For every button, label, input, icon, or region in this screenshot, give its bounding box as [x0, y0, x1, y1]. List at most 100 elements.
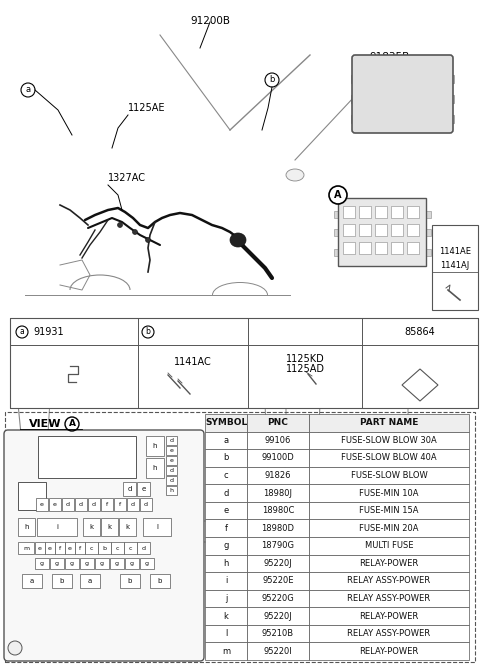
Text: g: g [70, 561, 74, 566]
Bar [120, 574, 140, 588]
Bar [309, 643, 469, 660]
Text: i: i [56, 524, 58, 530]
Text: j: j [225, 594, 227, 603]
Bar [432, 225, 478, 310]
Bar [309, 554, 469, 572]
Text: 1125KD: 1125KD [286, 354, 324, 364]
Bar [247, 467, 309, 484]
Text: g: g [85, 561, 89, 566]
Text: m: m [222, 647, 230, 656]
Text: 91826: 91826 [265, 471, 291, 480]
Bar [247, 572, 309, 590]
Bar [309, 414, 469, 432]
Text: b: b [158, 578, 162, 584]
Text: 91200B: 91200B [190, 16, 230, 26]
Text: c: c [129, 546, 132, 550]
Text: c: c [90, 546, 93, 550]
Bar [80, 558, 94, 569]
Text: 1125AE: 1125AE [128, 103, 166, 113]
Circle shape [8, 641, 22, 655]
Bar [247, 625, 309, 643]
Bar [49, 498, 61, 511]
Text: PNC: PNC [267, 418, 288, 428]
Text: FUSE-SLOW BLOW: FUSE-SLOW BLOW [350, 471, 427, 480]
Ellipse shape [230, 233, 246, 247]
Text: e: e [169, 458, 173, 463]
Text: RELAY-POWER: RELAY-POWER [360, 559, 419, 568]
Bar [18, 542, 34, 554]
Text: FUSE-MIN 20A: FUSE-MIN 20A [359, 524, 419, 533]
Bar [150, 574, 170, 588]
Bar [137, 482, 150, 496]
Bar [205, 608, 247, 625]
Bar [205, 590, 247, 608]
Text: d: d [144, 502, 148, 507]
Text: A: A [334, 190, 342, 200]
Text: 91931: 91931 [33, 327, 64, 337]
Bar [426, 229, 431, 236]
Text: 18980C: 18980C [262, 506, 294, 515]
Bar [111, 542, 124, 554]
Text: g: g [55, 561, 59, 566]
Bar [62, 498, 74, 511]
Circle shape [132, 230, 137, 234]
Text: 1141AE: 1141AE [439, 248, 471, 256]
Text: FUSE-MIN 15A: FUSE-MIN 15A [359, 506, 419, 515]
Circle shape [329, 186, 347, 204]
Text: 95220J: 95220J [264, 559, 292, 568]
Bar [166, 486, 177, 495]
Bar [55, 542, 65, 554]
Bar [247, 449, 309, 467]
Text: SYMBOL: SYMBOL [205, 418, 247, 428]
Text: RELAY ASSY-POWER: RELAY ASSY-POWER [348, 594, 431, 603]
Text: l: l [156, 524, 158, 530]
Bar [351, 95, 357, 103]
Text: k: k [108, 524, 111, 530]
Text: h: h [153, 443, 157, 449]
Text: e: e [53, 502, 57, 507]
Bar [75, 498, 87, 511]
Bar [448, 115, 454, 123]
Text: g: g [130, 561, 134, 566]
Bar [205, 554, 247, 572]
Bar [18, 518, 35, 536]
Bar [35, 542, 45, 554]
Bar [407, 206, 419, 218]
Bar [359, 206, 371, 218]
Bar [343, 242, 355, 254]
Bar [334, 249, 339, 256]
Bar [247, 590, 309, 608]
Bar [146, 436, 164, 456]
Text: RELAY ASSY-POWER: RELAY ASSY-POWER [348, 629, 431, 638]
Text: 85864: 85864 [405, 327, 435, 337]
Bar [205, 572, 247, 590]
Bar [247, 537, 309, 554]
Bar [247, 554, 309, 572]
Bar [407, 224, 419, 236]
Text: h: h [24, 524, 29, 530]
Text: f: f [79, 546, 81, 550]
Text: f: f [106, 502, 108, 507]
Bar [137, 542, 150, 554]
Bar [65, 542, 75, 554]
Text: f: f [119, 502, 121, 507]
Bar [101, 498, 113, 511]
Text: k: k [89, 524, 94, 530]
Bar [205, 519, 247, 537]
Bar [125, 558, 139, 569]
Text: b: b [128, 578, 132, 584]
Text: e: e [48, 546, 52, 550]
Bar [38, 436, 136, 478]
Text: b: b [223, 454, 228, 462]
Text: e: e [40, 502, 44, 507]
Bar [426, 211, 431, 218]
Text: 1141AC: 1141AC [174, 357, 212, 367]
Bar [80, 574, 100, 588]
Text: h: h [169, 488, 173, 493]
Text: 91835B: 91835B [370, 52, 410, 62]
Text: RELAY-POWER: RELAY-POWER [360, 647, 419, 656]
Text: f: f [225, 524, 228, 533]
Text: 1141AJ: 1141AJ [440, 260, 469, 270]
Text: 95220I: 95220I [264, 647, 292, 656]
Text: 95220G: 95220G [262, 594, 294, 603]
